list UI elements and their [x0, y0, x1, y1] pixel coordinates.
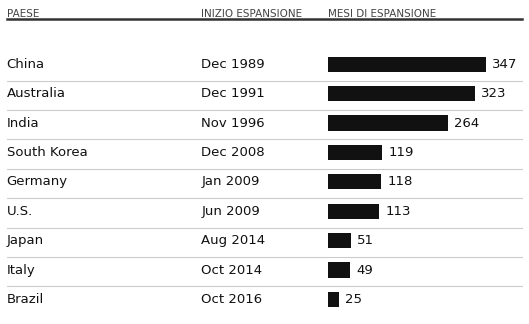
- Text: Dec 1989: Dec 1989: [202, 58, 265, 71]
- Text: 119: 119: [388, 146, 414, 159]
- Text: 51: 51: [357, 234, 374, 247]
- Text: MESI DI ESPANSIONE: MESI DI ESPANSIONE: [327, 9, 436, 19]
- Text: Nov 1996: Nov 1996: [202, 117, 265, 130]
- FancyBboxPatch shape: [327, 115, 448, 131]
- FancyBboxPatch shape: [327, 262, 350, 278]
- FancyBboxPatch shape: [327, 174, 381, 190]
- FancyBboxPatch shape: [327, 292, 339, 307]
- Text: 118: 118: [388, 175, 413, 188]
- Text: Jan 2009: Jan 2009: [202, 175, 260, 188]
- Text: Oct 2014: Oct 2014: [202, 263, 262, 276]
- Text: Brazil: Brazil: [7, 293, 44, 306]
- Text: PAESE: PAESE: [7, 9, 39, 19]
- Text: China: China: [7, 58, 45, 71]
- Text: 264: 264: [454, 117, 479, 130]
- Text: South Korea: South Korea: [7, 146, 87, 159]
- FancyBboxPatch shape: [327, 57, 486, 72]
- Text: Germany: Germany: [7, 175, 68, 188]
- Text: Japan: Japan: [7, 234, 44, 247]
- Text: Dec 2008: Dec 2008: [202, 146, 265, 159]
- Text: Jun 2009: Jun 2009: [202, 205, 260, 218]
- Text: 323: 323: [481, 87, 506, 100]
- Text: 25: 25: [345, 293, 362, 306]
- Text: 113: 113: [385, 205, 411, 218]
- Text: Dec 1991: Dec 1991: [202, 87, 265, 100]
- FancyBboxPatch shape: [327, 203, 379, 219]
- Text: U.S.: U.S.: [7, 205, 33, 218]
- FancyBboxPatch shape: [327, 233, 351, 248]
- Text: 49: 49: [356, 263, 373, 276]
- FancyBboxPatch shape: [327, 86, 475, 101]
- Text: Aug 2014: Aug 2014: [202, 234, 266, 247]
- FancyBboxPatch shape: [327, 145, 382, 160]
- Text: Oct 2016: Oct 2016: [202, 293, 262, 306]
- Text: INIZIO ESPANSIONE: INIZIO ESPANSIONE: [202, 9, 303, 19]
- Text: Italy: Italy: [7, 263, 35, 276]
- Text: India: India: [7, 117, 39, 130]
- Text: Australia: Australia: [7, 87, 66, 100]
- Text: 347: 347: [492, 58, 517, 71]
